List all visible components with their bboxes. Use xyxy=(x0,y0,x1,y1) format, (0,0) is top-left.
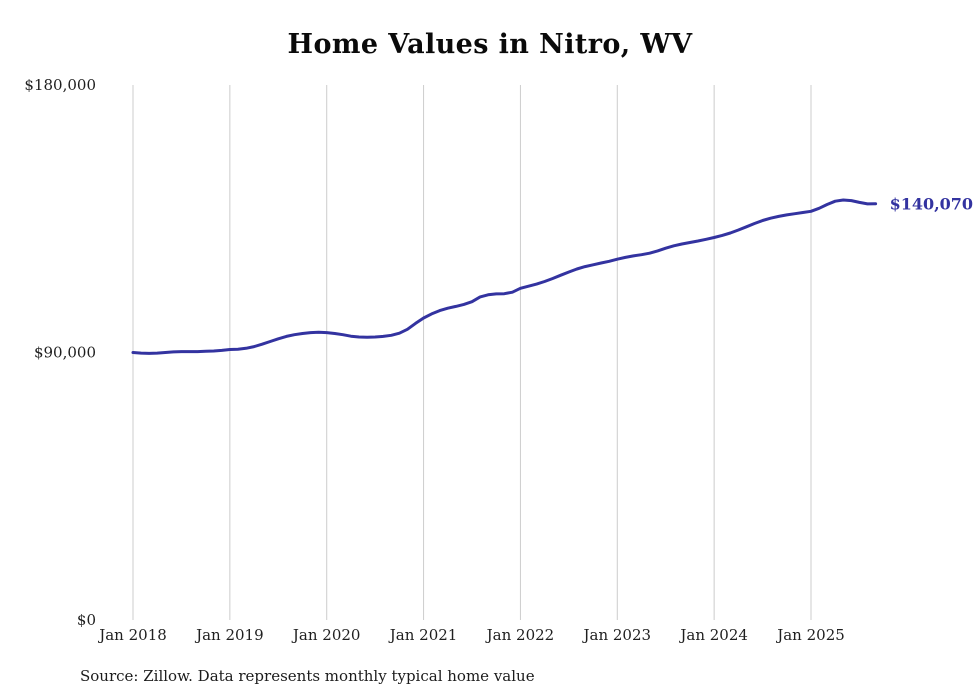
x-tick-label: Jan 2020 xyxy=(291,626,361,644)
value-label: $140,070 xyxy=(890,195,974,214)
x-tick-label: Jan 2024 xyxy=(678,626,748,644)
x-tick-label: Jan 2018 xyxy=(97,626,167,644)
y-tick-label: $90,000 xyxy=(34,344,96,362)
y-tick-label: $0 xyxy=(77,611,96,629)
x-tick-label: Jan 2023 xyxy=(582,626,652,644)
source-note: Source: Zillow. Data represents monthly … xyxy=(80,667,535,685)
x-tick-label: Jan 2021 xyxy=(388,626,458,644)
y-tick-label: $180,000 xyxy=(24,76,96,94)
x-tick-label: Jan 2019 xyxy=(194,626,264,644)
series-line xyxy=(131,198,878,355)
x-tick-label: Jan 2025 xyxy=(775,626,845,644)
chart-title: Home Values in Nitro, WV xyxy=(287,29,693,60)
x-tick-label: Jan 2022 xyxy=(485,626,555,644)
